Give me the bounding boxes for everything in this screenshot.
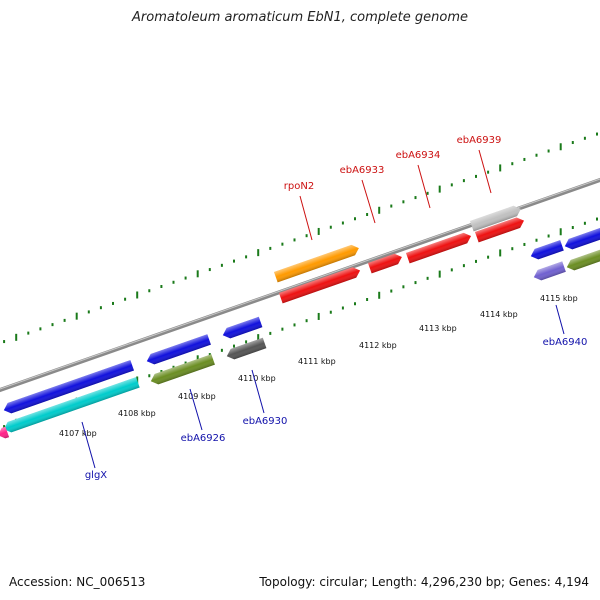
gene-arrow <box>0 426 10 439</box>
leader-line <box>478 149 492 194</box>
gene-arrow <box>226 337 267 360</box>
gene-arrow-shade <box>3 360 134 414</box>
gene-arrow-shade <box>0 426 10 439</box>
leader-line <box>189 388 203 431</box>
gene-arrow <box>146 334 211 365</box>
gene-arrow-shade <box>3 377 140 433</box>
gene-labels: rpoN2 ebA6933 ebA6934 ebA6939 glgX ebA6926 ebA… <box>85 135 588 481</box>
kbp-label: 4113 kbp <box>419 324 457 333</box>
leader-line <box>81 421 96 469</box>
gene-arrow-shade <box>406 232 472 264</box>
genome-stats-text: Topology: circular; Length: 4,296,230 bp… <box>259 575 589 589</box>
gene-label-leaders <box>81 149 565 469</box>
gene-arrow-shade <box>475 217 525 243</box>
map-title: Aromatoleum aromaticum EbN1, complete ge… <box>132 10 468 25</box>
gene-label-rpon2: rpoN2 <box>284 181 314 192</box>
leader-line <box>299 195 313 241</box>
gene-arrow <box>3 360 134 414</box>
kbp-label: 4108 kbp <box>118 409 156 418</box>
leader-line <box>361 179 376 224</box>
gene-arrow <box>3 377 140 433</box>
gene-arrow-shade <box>566 247 600 271</box>
gene-arrow-shade <box>368 253 402 274</box>
kbp-label: 4107 kbp <box>59 429 97 438</box>
gene-arrow <box>564 226 600 250</box>
gene-arrow <box>406 232 472 264</box>
gene-arrow-shade <box>533 261 566 281</box>
kbp-label: 4111 kbp <box>298 357 336 366</box>
gene-arrow-shade <box>150 354 215 385</box>
gene-label-eba6939: ebA6939 <box>457 135 502 146</box>
gene-arrow <box>470 205 521 232</box>
gene-arrow <box>279 267 361 304</box>
gene-arrow <box>475 217 525 243</box>
gene-arrow-shade <box>146 334 211 365</box>
gene-arrow-shade <box>530 240 564 260</box>
kbp-scale-labels: 4107 kbp 4108 kbp 4109 kbp 4110 kbp 4111 kbp… <box>59 294 578 438</box>
top-tick-row <box>3 132 598 344</box>
kbp-label: 4109 kbp <box>178 392 216 401</box>
accession-text: Accession: NC_006513 <box>9 575 146 589</box>
leader-line <box>251 369 265 414</box>
kbp-label: 4110 kbp <box>238 374 276 383</box>
gene-arrow-shade <box>222 316 263 339</box>
kbp-label: 4114 kbp <box>480 310 518 319</box>
gene-arrow <box>566 247 600 271</box>
gene-label-eba6926: ebA6926 <box>181 433 226 444</box>
gene-arrow <box>533 261 566 281</box>
gene-arrow-shade <box>470 205 521 232</box>
gene-label-eba6933: ebA6933 <box>340 165 385 176</box>
leader-line <box>417 164 431 209</box>
leader-line <box>555 304 565 335</box>
gene-arrow <box>222 316 263 339</box>
gene-arrow-shade <box>279 267 361 304</box>
gene-arrow <box>274 244 359 283</box>
gene-features <box>0 205 600 439</box>
gene-arrow <box>530 240 564 260</box>
kbp-label: 4112 kbp <box>359 341 397 350</box>
gene-label-eba6934: ebA6934 <box>396 150 441 161</box>
gene-label-eba6940: ebA6940 <box>543 337 588 348</box>
gene-arrow <box>150 354 215 385</box>
kbp-label: 4115 kbp <box>540 294 578 303</box>
gene-label-glgx: glgX <box>85 470 107 481</box>
gene-arrow-shade <box>564 226 600 250</box>
gene-label-eba6930: ebA6930 <box>243 416 288 427</box>
gene-arrow <box>368 253 402 274</box>
gene-arrow-shade <box>274 244 359 283</box>
gene-arrow-shade <box>226 337 267 360</box>
